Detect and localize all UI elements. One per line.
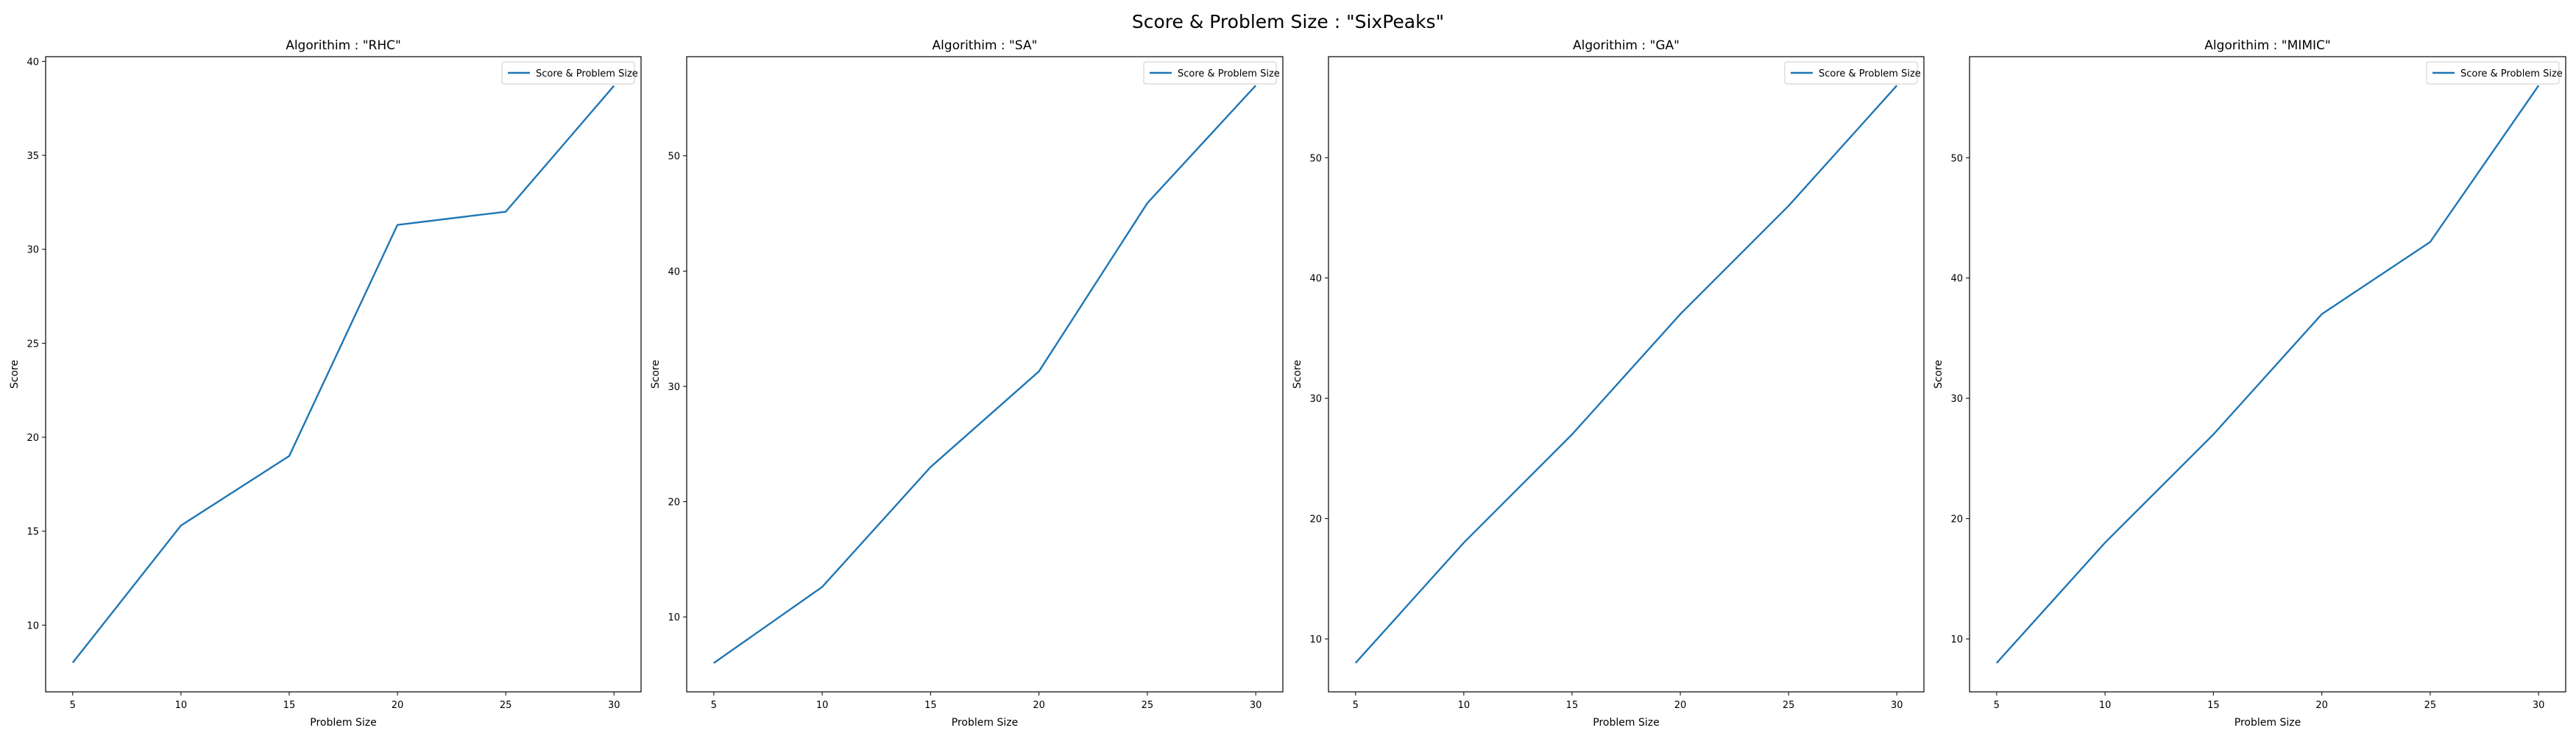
y-tick-label: 10 [668, 612, 680, 623]
y-tick-label: 50 [1309, 153, 1322, 164]
x-tick-label: 10 [2099, 700, 2112, 711]
series-line [1354, 85, 1898, 664]
subplot-4: Algorithim : "MIMIC" 5 10 15 20 25 30 10 20 30 40 5… [1933, 38, 2566, 729]
subplot-title: Algorithim : "SA" [933, 38, 1038, 53]
y-tick-label: 40 [26, 57, 39, 68]
legend: Score & Problem Size [501, 61, 638, 85]
subplot-title: Algorithim : "GA" [1573, 38, 1680, 53]
legend-label: Score & Problem Size [1819, 68, 1921, 79]
x-tick-label: 25 [1783, 700, 1795, 711]
y-tick-label: 20 [668, 498, 680, 509]
x-tick-label: 5 [70, 700, 76, 711]
y-axis-label: Score [650, 360, 662, 389]
y-axis-label: Score [9, 360, 21, 389]
x-tick-label: 15 [2207, 700, 2220, 711]
x-tick-label: 25 [1142, 700, 1154, 711]
legend: Score & Problem Size [2426, 61, 2563, 85]
figure-title: Score & Problem Size : "SixPeaks" [1132, 11, 1444, 32]
x-tick-label: 10 [816, 700, 829, 711]
y-tick-label: 40 [1950, 274, 1963, 285]
x-tick-label: 15 [924, 700, 937, 711]
axes-frame [686, 56, 1284, 693]
x-axis-label: Problem Size [952, 717, 1018, 729]
axes-frame [45, 56, 642, 693]
y-tick-label: 10 [1950, 634, 1963, 645]
x-tick-label: 30 [608, 700, 620, 711]
x-axis-label: Problem Size [2234, 717, 2301, 729]
y-tick-label: 50 [668, 152, 680, 163]
y-tick-label: 20 [1950, 514, 1963, 526]
legend-box [1784, 61, 1918, 85]
x-tick-label: 30 [2533, 700, 2545, 711]
series-line [713, 85, 1257, 664]
x-tick-label: 20 [392, 700, 404, 711]
y-tick-label: 30 [1309, 394, 1322, 405]
subplot-2: Algorithim : "SA" 5 10 15 20 25 30 10 20 30 40 50 Pr… [650, 38, 1284, 729]
x-tick-label: 30 [1891, 700, 1903, 711]
legend-label: Score & Problem Size [536, 68, 638, 79]
x-tick-label: 5 [1994, 700, 2000, 711]
y-tick-label: 20 [1309, 514, 1322, 526]
legend-label: Score & Problem Size [1178, 68, 1280, 79]
x-axis-label: Problem Size [1593, 717, 1659, 729]
axes-frame [1328, 56, 1925, 693]
x-tick-label: 10 [175, 700, 188, 711]
y-axis-label: Score [1292, 360, 1303, 389]
x-axis-label: Problem Size [310, 717, 376, 729]
x-tick-label: 15 [283, 700, 296, 711]
x-tick-label: 25 [500, 700, 512, 711]
subplot-1: Algorithim : "RHC" 5 10 15 20 25 30 10 15 20 25 30 3… [9, 38, 642, 729]
legend: Score & Problem Size [1784, 61, 1921, 85]
legend: Score & Problem Size [1143, 61, 1280, 85]
y-tick-label: 40 [1309, 274, 1322, 285]
x-tick-label: 10 [1458, 700, 1471, 711]
y-tick-label: 30 [668, 382, 680, 393]
y-tick-label: 25 [26, 339, 39, 350]
x-tick-label: 5 [1353, 700, 1359, 711]
y-tick-label: 10 [26, 620, 39, 631]
y-tick-label: 40 [668, 266, 680, 277]
y-tick-label: 20 [26, 433, 39, 444]
x-tick-label: 20 [2315, 700, 2328, 711]
legend-box [501, 61, 635, 85]
x-tick-label: 5 [711, 700, 717, 711]
x-tick-label: 20 [1033, 700, 1045, 711]
subplot-3: Algorithim : "GA" 5 10 15 20 25 30 10 20 30 40 50 Pr… [1292, 38, 1925, 729]
legend-label: Score & Problem Size [2460, 68, 2563, 79]
axes-frame [1969, 56, 2566, 693]
y-tick-label: 30 [26, 245, 39, 256]
x-tick-label: 20 [1674, 700, 1687, 711]
y-axis-label: Score [1933, 360, 1945, 389]
y-tick-label: 35 [26, 151, 39, 162]
y-tick-label: 10 [1309, 634, 1322, 645]
series-line [1995, 85, 2540, 664]
y-tick-label: 30 [1950, 394, 1963, 405]
subplot-title: Algorithim : "RHC" [286, 38, 401, 53]
subplot-title: Algorithim : "MIMIC" [2204, 38, 2330, 53]
x-tick-label: 15 [1566, 700, 1579, 711]
x-tick-label: 25 [2424, 700, 2437, 711]
y-tick-label: 50 [1950, 153, 1963, 164]
series-line [71, 85, 615, 664]
legend-box [1143, 61, 1277, 85]
legend-box [2426, 61, 2560, 85]
y-tick-label: 15 [26, 527, 39, 538]
x-tick-label: 30 [1250, 700, 1262, 711]
